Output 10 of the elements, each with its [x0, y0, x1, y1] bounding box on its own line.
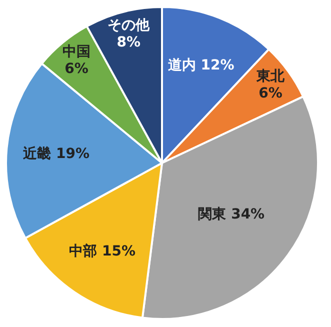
- slice-label: 東北: [256, 68, 286, 85]
- slice-label: 道内 12%: [166, 57, 234, 74]
- data-label: 6%: [64, 61, 88, 78]
- data-label: 8%: [116, 34, 141, 51]
- slice-label: 関東 34%: [198, 206, 265, 222]
- slice-label: 中国: [62, 44, 90, 60]
- data-label: 6%: [258, 86, 282, 102]
- slice-label: 近畿 19%: [22, 145, 90, 162]
- slice-label: 中部 15%: [69, 242, 136, 260]
- slice-label: その他: [108, 18, 151, 34]
